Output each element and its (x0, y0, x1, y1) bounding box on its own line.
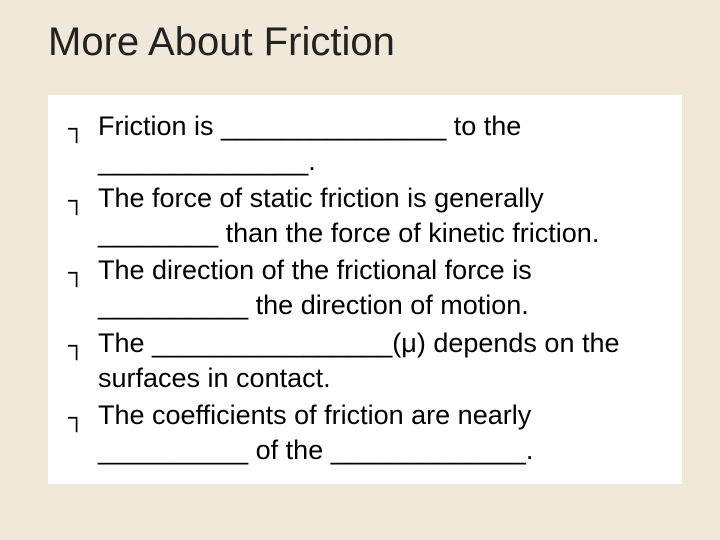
bullet-text: The direction of the frictional force is… (98, 255, 532, 320)
list-item: ┐ The direction of the frictional force … (68, 253, 662, 323)
bullet-icon: ┐ (68, 113, 85, 144)
bullet-icon: ┐ (68, 185, 85, 216)
bullet-text: The ________________(μ) depends on the s… (98, 328, 620, 393)
slide-content: ┐ Friction is _______________ to the ___… (48, 95, 682, 484)
slide-title: More About Friction (48, 20, 720, 65)
list-item: ┐ The ________________(μ) depends on the… (68, 326, 662, 396)
bullet-icon: ┐ (68, 257, 85, 288)
bullet-text: The force of static friction is generall… (98, 183, 599, 248)
bullet-icon: ┐ (68, 402, 85, 433)
slide: More About Friction ┐ Friction is ______… (0, 0, 720, 540)
list-item: ┐ The force of static friction is genera… (68, 181, 662, 251)
bullet-text: The coefficients of friction are nearly … (98, 400, 533, 465)
list-item: ┐ Friction is _______________ to the ___… (68, 109, 662, 179)
bullet-icon: ┐ (68, 330, 85, 361)
bullet-text: Friction is _______________ to the _____… (98, 111, 521, 176)
list-item: ┐ The coefficients of friction are nearl… (68, 398, 662, 468)
